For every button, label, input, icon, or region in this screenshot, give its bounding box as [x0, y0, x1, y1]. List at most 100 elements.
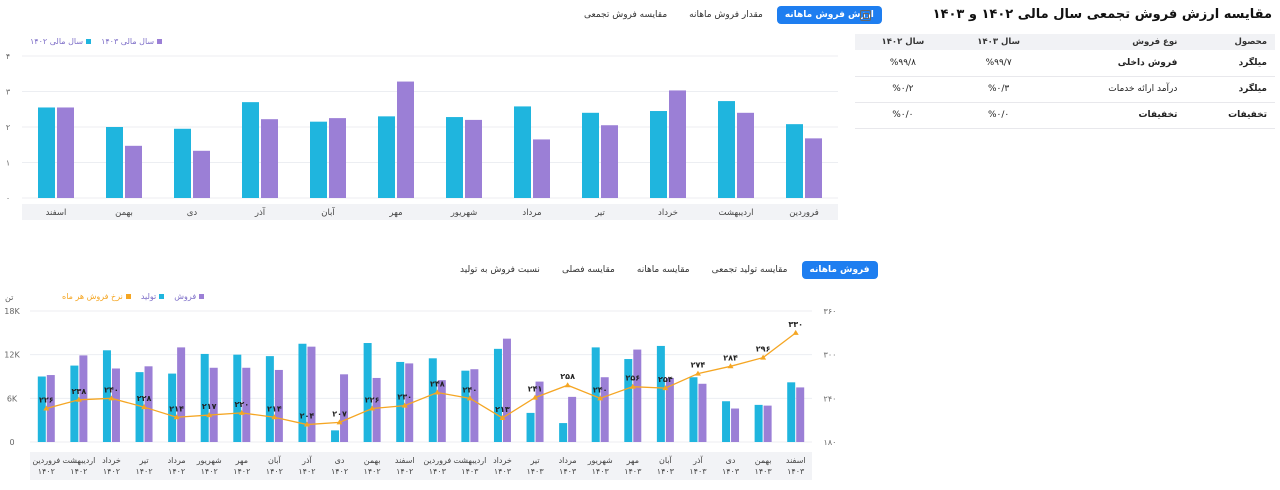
sales-rate-label: ۲۱۴ [169, 404, 184, 413]
bar-production [102, 350, 111, 442]
tab-monthly-sales-quantity[interactable]: مقدار فروش ماهانه [689, 10, 763, 20]
bar-sales [437, 380, 446, 442]
export-icon[interactable] [860, 10, 871, 21]
bar-sales [502, 338, 511, 442]
x-tick-label: اردیبهشت [718, 208, 753, 218]
tab-cumulative-sales-compare[interactable]: مقایسه فروش تجمعی [584, 10, 668, 20]
legend-item-production[interactable]: تولید [140, 292, 165, 301]
bar-1403 [465, 119, 482, 198]
bar-production [689, 377, 698, 442]
sales-rate-point [466, 395, 473, 401]
tab-cumulative-production-compare[interactable]: مقایسه تولید تجمعی [711, 265, 788, 275]
bar-production [591, 347, 600, 442]
x-tick-label: آبان [321, 206, 335, 218]
sales-rate-point [141, 404, 148, 410]
bar-sales [46, 375, 55, 442]
cell-sale-type: فروش داخلی [1046, 50, 1186, 77]
sales-rate-label: ۲۴۸ [430, 380, 445, 389]
table-row: میلگرد درآمد ارائه خدمات %۰/۳ %۰/۲ [855, 76, 1275, 103]
cell-1402: %۰/۲ [855, 76, 951, 103]
tab-sales-to-production-ratio[interactable]: نسبت فروش به تولید [460, 265, 540, 275]
tab-monthly-sales-value[interactable]: ارزش فروش ماهانه [776, 6, 882, 24]
x-axis-band [30, 452, 812, 480]
y-tick-label: ۰ [6, 194, 10, 203]
y-tick-label: ۳ [6, 88, 11, 97]
sales-rate-point [694, 370, 701, 376]
cell-product: تخفیفات [1185, 102, 1275, 129]
cell-1403: %۰/۳ [950, 76, 1047, 103]
x-tick-label: آذر [301, 455, 312, 465]
legend-item-sales[interactable]: فروش [174, 292, 205, 301]
table-header-row: محصول نوع فروش سال ۱۴۰۳ سال ۱۴۰۲ [855, 34, 1275, 50]
legend-item-1402[interactable]: سال مالی ۱۴۰۲ [30, 37, 92, 46]
sales-rate-label: ۲۵۸ [560, 372, 575, 381]
x-tick-year: ۱۴۰۳ [755, 467, 773, 476]
bar-production [526, 412, 535, 442]
header-year-1403: سال ۱۴۰۳ [950, 34, 1047, 50]
x-tick-label: مرداد [559, 456, 577, 465]
cell-1402: %۰/۰ [855, 102, 951, 129]
sales-rate-point [597, 395, 604, 401]
sales-rate-point [43, 405, 50, 411]
x-tick-year: ۱۴۰۲ [331, 467, 348, 476]
x-tick-year: ۱۴۰۳ [559, 467, 577, 476]
bar-production [200, 353, 209, 442]
bar-1403 [669, 90, 686, 198]
legend-item-1403[interactable]: سال مالی ۱۴۰۳ [101, 37, 163, 46]
sales-rate-label: ۲۸۴ [723, 353, 738, 362]
sales-rate-label: ۲۱۷ [202, 402, 217, 411]
x-tick-label: اردیبهشت [453, 456, 486, 465]
bar-production [461, 370, 470, 442]
x-tick-label: اسفند [395, 456, 415, 465]
bar-1403 [193, 150, 210, 198]
sales-rate-point [108, 395, 115, 401]
y-tick-label: ۲ [6, 123, 10, 132]
x-tick-label: آذر [254, 206, 266, 218]
legend-swatch [125, 294, 131, 299]
bar-production [135, 372, 144, 442]
sales-rate-label: ۲۴۰ [104, 385, 119, 394]
bar-production [624, 359, 633, 442]
bar-1403 [805, 138, 822, 198]
bar-sales [242, 367, 251, 442]
legend-label: نرخ فروش هر ماه [62, 292, 123, 301]
x-tick-label: دی [187, 208, 198, 218]
x-tick-year: ۱۴۰۳ [592, 467, 610, 476]
sales-rate-point [271, 414, 278, 420]
bar-production [559, 423, 568, 442]
header-sale-type: نوع فروش [1046, 34, 1186, 50]
x-tick-label: شهریور [587, 456, 613, 465]
x-tick-year: ۱۴۰۲ [396, 467, 413, 476]
sales-rate-point [727, 363, 734, 369]
tab-seasonal-compare[interactable]: مقایسه فصلی [561, 265, 615, 275]
sales-rate-point [173, 414, 180, 420]
bar-sales [470, 369, 479, 442]
bar-sales [177, 347, 186, 442]
x-tick-year: ۱۴۰۲ [233, 467, 250, 476]
x-tick-label: دی [335, 456, 345, 465]
sales-rate-label: ۲۴۰ [593, 385, 608, 394]
x-tick-label: خرداد [493, 456, 512, 465]
x-tick-year: ۱۴۰۳ [429, 467, 447, 476]
sales-rate-point [303, 421, 310, 427]
legend-label: سال مالی ۱۴۰۲ [30, 37, 84, 46]
top-chart-legend: سال مالی ۱۴۰۳ سال مالی ۱۴۰۲ [30, 37, 163, 46]
bar-1403 [533, 139, 550, 198]
x-tick-label: آبان [659, 455, 673, 465]
sales-rate-label: ۲۳۰ [397, 393, 412, 402]
left-tick-label: 0 [9, 438, 14, 447]
bar-sales [307, 346, 316, 442]
legend-item-sales-rate[interactable]: نرخ فروش هر ماه [62, 292, 131, 301]
legend-label: سال مالی ۱۴۰۳ [101, 37, 155, 46]
tab-monthly-compare[interactable]: مقایسه ماهانه [636, 265, 690, 275]
sales-rate-point [662, 385, 669, 391]
tab-monthly-sales[interactable]: فروش ماهانه [801, 261, 878, 279]
header-year-1402: سال ۱۴۰۲ [855, 34, 951, 50]
sales-rate-label: ۲۱۴ [267, 404, 282, 413]
legend-label: تولید [140, 292, 157, 301]
x-tick-label: مهر [388, 208, 402, 218]
x-tick-label: مهر [235, 456, 248, 465]
sales-rate-point [434, 389, 441, 395]
cumulative-sales-table: محصول نوع فروش سال ۱۴۰۳ سال ۱۴۰۲ میلگرد … [855, 34, 1275, 129]
right-tick-label: ۱۸۰ [824, 438, 837, 447]
